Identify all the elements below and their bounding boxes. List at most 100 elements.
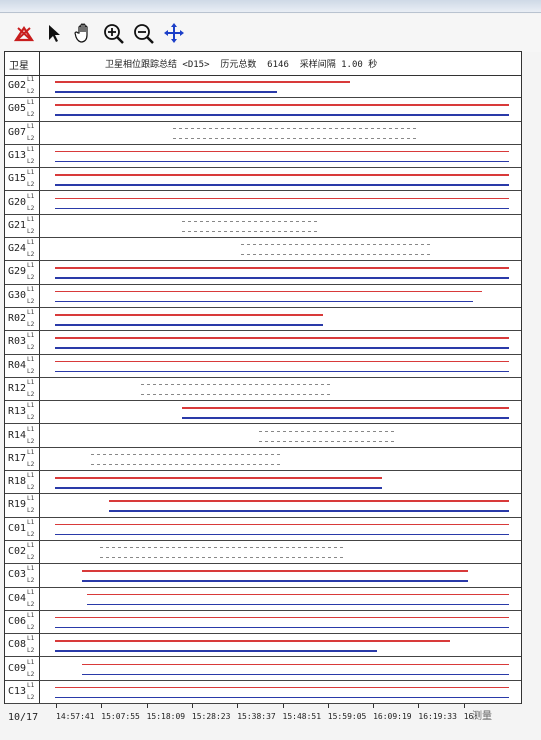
l1-tracking-bar (109, 500, 509, 502)
l2-tracking-bar (55, 347, 509, 349)
satellite-row: C13 L1 L2 (5, 681, 521, 705)
frequency-label: L2 (27, 577, 35, 585)
l2-tracking-bar (55, 114, 509, 116)
frequency-label: L1 (27, 588, 35, 596)
watermark: 测量 (472, 711, 492, 722)
l1-tracking-bar (55, 267, 509, 269)
l2-sparse-trace (100, 557, 346, 558)
time-tick-label: 16:19:33 (418, 712, 457, 721)
frequency-label: L2 (27, 181, 35, 189)
satellite-row: C03 L1 L2 (5, 564, 521, 588)
satellite-label: G05 (8, 103, 27, 115)
frequency-label: L2 (27, 297, 35, 305)
satellite-tool-icon[interactable] (12, 22, 36, 44)
satellite-label: R03 (8, 336, 27, 348)
frequency-label: L1 (27, 309, 35, 316)
frequency-label: L1 (27, 425, 35, 433)
satellite-row: G29 L1 L2 (5, 261, 521, 285)
frequency-label: L1 (27, 658, 35, 666)
move-arrows-icon[interactable] (162, 22, 186, 44)
l1-tracking-bar (55, 686, 509, 689)
l1-sparse-trace (141, 383, 332, 385)
frequency-label: L2 (27, 693, 35, 701)
window-top-strip (0, 0, 541, 13)
frequency-label: L2 (27, 484, 35, 492)
frequency-label: L2 (27, 344, 35, 352)
l2-tracking-bar (55, 533, 509, 536)
time-tick (101, 704, 103, 708)
frequency-label: L2 (27, 530, 35, 538)
time-tick-label: 14:57:41 (56, 712, 95, 721)
frequency-label: L2 (27, 204, 35, 212)
phase-tracking-chart: 卫星 卫星相位跟踪总结 <D15> 历元总数 6146 采样间隔 1.00 秒 … (4, 51, 522, 705)
l2-sparse-trace (182, 230, 319, 232)
frequency-label: L1 (27, 495, 35, 503)
frequency-label: L1 (27, 448, 35, 456)
frequency-label: L1 (27, 402, 35, 410)
satellite-row: R13 L1 L2 (5, 401, 521, 425)
satellite-label: C06 (8, 615, 27, 627)
frequency-label: L1 (27, 262, 35, 270)
satellite-row: C01 L1 L2 (5, 518, 521, 541)
satellite-row: G05 L1 L2 (5, 98, 521, 122)
pan-hand-icon[interactable] (72, 22, 96, 44)
frequency-label: L1 (27, 611, 35, 619)
l1-tracking-bar (55, 174, 509, 176)
satellite-label: R02 (8, 313, 27, 324)
date-label: 10/17 (8, 712, 39, 723)
frequency-label: L1 (27, 145, 35, 153)
satellite-row: G30 L1 L2 (5, 285, 521, 308)
l2-tracking-bar (55, 487, 382, 489)
l2-tracking-bar (55, 370, 509, 373)
satellite-column-header: 卫星 (9, 61, 29, 72)
satellite-label: C01 (8, 522, 27, 534)
frequency-label: L1 (27, 76, 35, 83)
l2-tracking-bar (82, 673, 509, 675)
frequency-label: L2 (27, 554, 35, 561)
satellite-label: G02 (8, 80, 27, 91)
satellite-label: R17 (8, 452, 27, 464)
time-tick (282, 704, 284, 708)
frequency-label: L1 (27, 565, 35, 573)
l2-tracking-bar (55, 650, 378, 652)
frequency-label: L1 (27, 681, 35, 689)
satellite-label: G20 (8, 196, 27, 208)
l2-tracking-bar (182, 417, 509, 419)
satellite-label: R04 (8, 359, 27, 371)
zoom-in-icon[interactable] (102, 22, 126, 44)
satellite-row: R03 L1 L2 (5, 331, 521, 355)
satellite-row: G07 L1 L2 (5, 122, 521, 145)
zoom-out-icon[interactable] (132, 22, 156, 44)
satellite-label: R14 (8, 429, 27, 441)
frequency-label: L2 (27, 670, 35, 678)
chart-title: 卫星相位跟踪总结 <D15> 历元总数 6146 采样间隔 1.00 秒 (105, 60, 378, 70)
frequency-label: L2 (27, 647, 35, 655)
satellite-row: R14 L1 L2 (5, 425, 521, 448)
l1-tracking-bar (55, 197, 509, 199)
l2-tracking-bar (86, 603, 509, 606)
l1-tracking-bar (55, 150, 509, 153)
satellite-label: R19 (8, 499, 27, 511)
satellite-label: G07 (8, 126, 27, 138)
l1-tracking-bar (55, 337, 509, 339)
time-tick (373, 704, 375, 708)
time-axis: 10/17 14:57:41 15:07:55 15:18:09 15:28:23 15… (0, 704, 541, 740)
frequency-label: L1 (27, 518, 35, 526)
satellite-row: C02 L1 L2 (5, 541, 521, 565)
frequency-label: L1 (27, 378, 35, 386)
l1-sparse-trace (182, 220, 319, 222)
l1-sparse-trace (91, 453, 282, 455)
satellite-row: C08 L1 L2 (5, 634, 521, 658)
frequency-label: L1 (27, 472, 35, 480)
satellite-label: R12 (8, 382, 27, 394)
time-tick-label: 15:18:09 (146, 712, 186, 721)
time-tick (418, 704, 420, 708)
l1-tracking-bar (55, 290, 482, 293)
l2-tracking-bar (55, 207, 509, 209)
frequency-label: L2 (27, 134, 35, 142)
frequency-label: L2 (27, 437, 35, 445)
l1-tracking-bar (82, 663, 509, 665)
pointer-icon[interactable] (42, 22, 66, 44)
frequency-label: L2 (27, 157, 35, 165)
time-tick-label: 15:48:51 (282, 712, 322, 721)
